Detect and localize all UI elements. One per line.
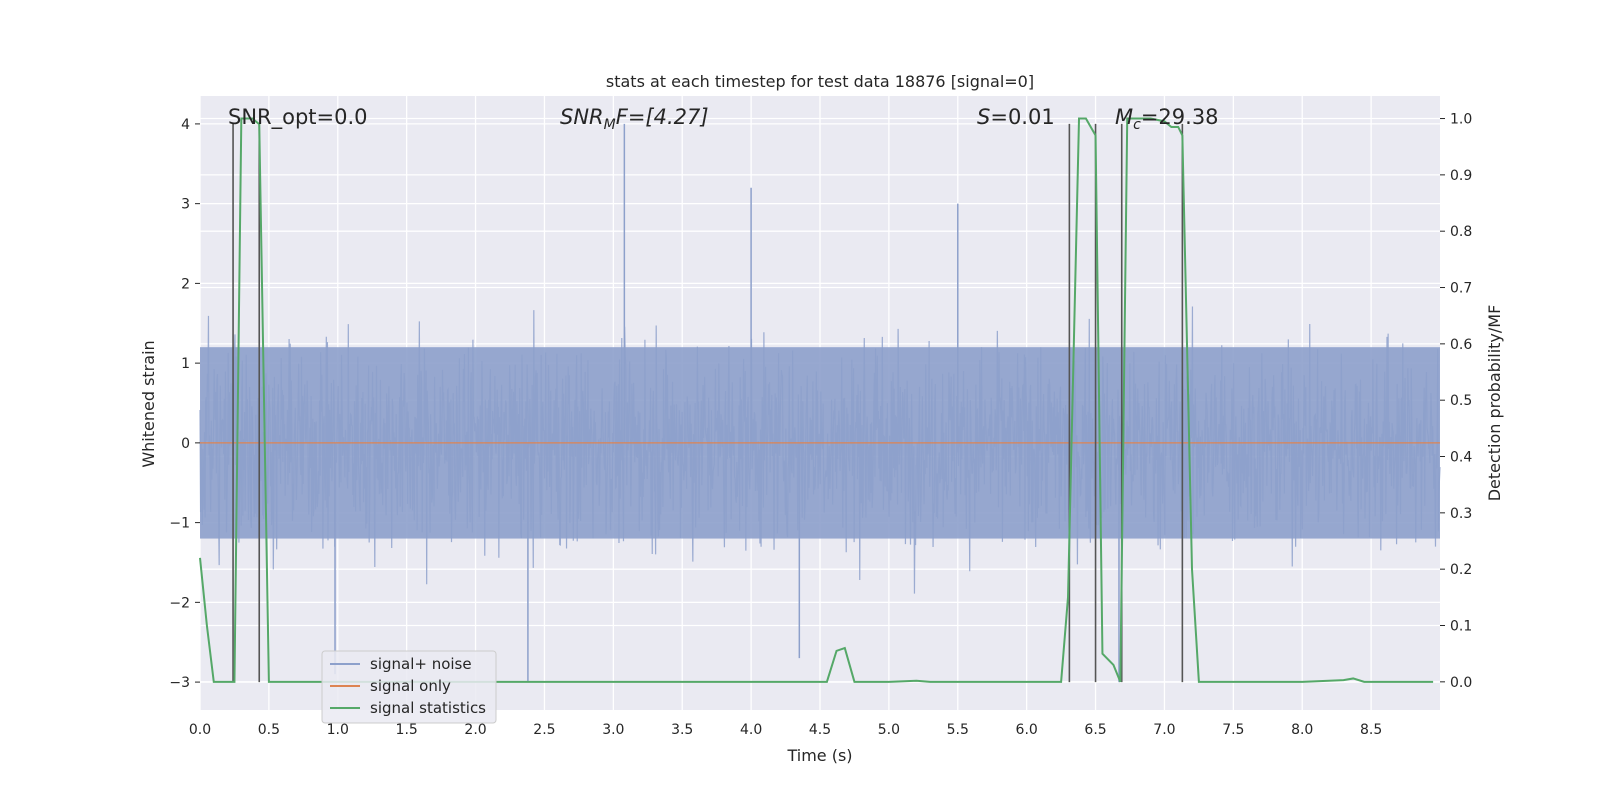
legend: signal+ noise signal only signal statist…: [321, 650, 497, 724]
x-tick-label: 8.0: [1291, 722, 1313, 738]
legend-label-signal-only: signal only: [370, 677, 451, 695]
y-left-tick-label: −2: [169, 595, 190, 611]
chart-title: stats at each timestep for test data 188…: [606, 72, 1034, 91]
y-right-axis-ticks: 0.0 0.1 0.2 0.3 0.4 0.5 0.6 0.7 0.8 0.9 1.0: [1440, 112, 1472, 691]
y-right-tick-label: 0.3: [1450, 506, 1472, 522]
annotation-snr-opt: SNR_opt=0.0: [228, 105, 368, 130]
annotation-mc-subscript: c: [1133, 117, 1141, 133]
x-axis-label: Time (s): [786, 746, 852, 765]
annotation-mc-symbol: M: [1115, 105, 1133, 129]
x-tick-label: 1.0: [327, 722, 349, 738]
annotation-snr-mf: SNRMF=[4.27]: [560, 105, 709, 133]
y-right-tick-label: 0.4: [1450, 450, 1472, 466]
x-tick-label: 3.5: [671, 722, 693, 738]
y-left-axis-label: Whitened strain: [139, 340, 158, 467]
y-right-tick-label: 0.9: [1450, 168, 1472, 184]
x-tick-label: 4.0: [740, 722, 762, 738]
signal-statistics-series: [199, 117, 1434, 683]
y-right-tick-label: 1.0: [1450, 112, 1472, 128]
y-right-tick-label: 0.1: [1450, 619, 1472, 635]
y-left-tick-label: 0: [181, 436, 190, 452]
x-tick-label: 0.0: [189, 722, 211, 738]
y-right-tick-label: 0.7: [1450, 281, 1472, 297]
y-left-tick-label: 4: [181, 117, 190, 133]
x-tick-label: 2.5: [533, 722, 555, 738]
plot-content: [199, 117, 1441, 683]
y-right-tick-label: 0.6: [1450, 337, 1472, 353]
x-tick-label: 6.0: [1016, 722, 1038, 738]
x-tick-label: 5.5: [947, 722, 969, 738]
signal-statistics-line: [199, 117, 1434, 683]
y-left-axis-ticks: −3 −2 −1 0 1 2 3 4: [169, 117, 200, 691]
legend-label-signal-noise: signal+ noise: [370, 655, 472, 673]
y-left-tick-label: −1: [169, 516, 190, 532]
x-tick-label: 1.5: [396, 722, 418, 738]
annotation-snr-mf-subscript: M: [604, 117, 616, 133]
x-tick-label: 6.5: [1084, 722, 1106, 738]
x-tick-label: 4.5: [809, 722, 831, 738]
y-right-tick-label: 0.5: [1450, 393, 1472, 409]
vertical-markers: [232, 123, 1184, 683]
y-right-tick-label: 0.2: [1450, 562, 1472, 578]
y-left-tick-label: 2: [181, 276, 190, 292]
y-right-tick-label: 0.8: [1450, 224, 1472, 240]
y-left-tick-label: −3: [169, 675, 190, 691]
annotation-s-value: =0.01: [990, 105, 1054, 129]
x-tick-label: 7.0: [1153, 722, 1175, 738]
annotation-snr-mf-rest: F=[4.27]: [616, 105, 709, 129]
y-right-axis-label: Detection probability/MF: [1485, 305, 1504, 502]
x-tick-label: 7.5: [1222, 722, 1244, 738]
annotation-s-symbol: S: [977, 105, 990, 129]
annotation-s: S=0.01: [977, 105, 1055, 129]
legend-label-signal-statistics: signal statistics: [370, 699, 486, 717]
x-tick-label: 2.0: [464, 722, 486, 738]
annotation-snr-mf-symbol: SNR: [560, 105, 604, 129]
x-tick-label: 3.0: [602, 722, 624, 738]
x-tick-label: 8.5: [1360, 722, 1382, 738]
x-tick-label: 0.5: [258, 722, 280, 738]
y-right-tick-label: 0.0: [1450, 675, 1472, 691]
annotation-mc-value: =29.38: [1141, 105, 1219, 129]
x-axis-ticks: 0.0 0.5 1.0 1.5 2.0 2.5 3.0 3.5 4.0 4.5 5.0 5.5 6.0 6…: [189, 722, 1382, 738]
y-left-tick-label: 3: [181, 197, 190, 213]
legend-box: [321, 650, 497, 724]
annotation-mc: Mc=29.38: [1115, 105, 1219, 133]
x-tick-label: 5.0: [878, 722, 900, 738]
y-left-tick-label: 1: [181, 356, 190, 372]
